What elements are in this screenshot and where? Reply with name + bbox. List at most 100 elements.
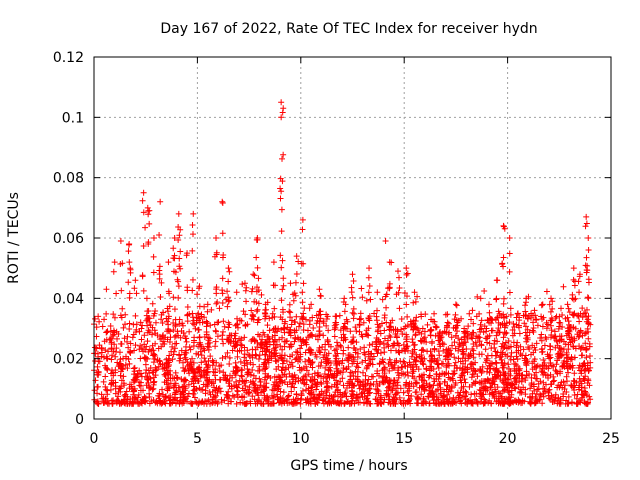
scatter-point-column xyxy=(412,332,419,339)
scatter-point-column xyxy=(513,370,520,377)
scatter-point-cloud xyxy=(345,398,352,405)
scatter-point-column xyxy=(243,298,250,305)
scatter-point-column xyxy=(182,335,189,342)
scatter-point-column xyxy=(177,248,184,255)
scatter-point-column xyxy=(204,368,211,375)
scatter-point-column xyxy=(316,328,323,335)
scatter-point-cloud xyxy=(398,316,405,323)
scatter-point-column xyxy=(452,324,459,331)
scatter-point-cloud xyxy=(219,290,226,297)
scatter-point-column xyxy=(132,312,139,319)
scatter-point-column xyxy=(175,294,182,301)
scatter-point-cloud xyxy=(196,339,203,346)
scatter-point-cloud xyxy=(220,340,227,347)
scatter-point-cloud xyxy=(509,332,516,339)
scatter-point xyxy=(111,259,118,266)
scatter-point-column xyxy=(300,314,307,321)
scatter-point-column xyxy=(241,344,248,351)
scatter-point-cloud xyxy=(450,371,457,378)
scatter-point-column xyxy=(300,321,307,328)
scatter-point-column xyxy=(250,313,257,320)
scatter-point-column xyxy=(294,334,301,341)
scatter-point-cloud xyxy=(566,309,573,316)
scatter-point-cloud xyxy=(252,400,259,407)
scatter-point-cloud xyxy=(219,354,226,361)
scatter-point-column xyxy=(194,367,201,374)
scatter-point-column xyxy=(119,305,126,312)
scatter-point-cloud xyxy=(207,391,214,398)
scatter-point-column xyxy=(177,265,184,272)
scatter-point-cloud xyxy=(577,345,584,352)
scatter-point xyxy=(262,301,269,308)
y-tick-label: 0.08 xyxy=(53,171,84,187)
scatter-point-cloud xyxy=(297,351,304,358)
scatter-point-cloud xyxy=(92,315,99,322)
y-tick-label: 0.06 xyxy=(53,231,84,247)
scatter-point-cloud xyxy=(319,397,326,404)
scatter-point-cloud xyxy=(107,322,114,329)
scatter-point-column xyxy=(477,321,484,328)
scatter-point-cloud xyxy=(322,346,329,353)
scatter-point-cloud xyxy=(305,385,312,392)
scatter-point-column xyxy=(404,270,411,277)
scatter-point xyxy=(278,99,285,106)
scatter-point-column xyxy=(468,334,475,341)
scatter-point-column xyxy=(396,285,403,292)
scatter-point-column xyxy=(104,355,111,362)
scatter-point-column xyxy=(307,349,314,356)
scatter-point-column xyxy=(349,294,356,301)
scatter-point-cloud xyxy=(250,361,257,368)
scatter-point xyxy=(95,313,102,320)
scatter-point-cloud xyxy=(449,375,456,382)
scatter-point-cloud xyxy=(438,334,445,341)
scatter-point-column xyxy=(452,359,459,366)
scatter-point-cloud xyxy=(373,378,380,385)
scatter-point-cloud xyxy=(352,324,359,331)
scatter-point-cloud xyxy=(431,346,438,353)
scatter-point-column xyxy=(316,323,323,330)
scatter-point-cloud xyxy=(483,328,490,335)
scatter-point-column xyxy=(242,321,249,328)
scatter-point-column xyxy=(127,350,134,357)
scatter-point-cloud xyxy=(517,343,524,350)
scatter-point-column xyxy=(286,370,293,377)
scatter-point-cloud xyxy=(275,363,282,370)
scatter-point-column xyxy=(126,290,133,297)
scatter-point-cloud xyxy=(353,363,360,370)
scatter-point-cloud xyxy=(233,400,240,407)
scatter-point-cloud xyxy=(500,334,507,341)
scatter-point-cloud xyxy=(481,399,488,406)
scatter-point-cloud xyxy=(492,388,499,395)
scatter-point-column xyxy=(271,345,278,352)
scatter-point-column xyxy=(460,383,467,390)
scatter-point-cloud xyxy=(249,367,256,374)
scatter-point-column xyxy=(189,310,196,317)
scatter-point-cloud xyxy=(468,391,475,398)
scatter-point-cloud xyxy=(456,398,463,405)
scatter-point-column xyxy=(288,359,295,366)
scatter-point-column xyxy=(427,384,434,391)
scatter-point-column xyxy=(499,261,506,268)
scatter-point-column xyxy=(110,327,117,334)
scatter-point-cloud xyxy=(500,295,507,302)
scatter-point-cloud xyxy=(487,316,494,323)
scatter-point-cloud xyxy=(201,355,208,362)
scatter-point-column xyxy=(176,232,183,239)
scatter-point xyxy=(287,280,294,287)
scatter-point-cloud xyxy=(150,385,157,392)
scatter-point-cloud xyxy=(380,359,387,366)
scatter-point-cloud xyxy=(386,332,393,339)
scatter-point xyxy=(175,210,182,217)
scatter-point-column xyxy=(182,377,189,384)
scatter-point-cloud xyxy=(400,358,407,365)
scatter-point-cloud xyxy=(171,306,178,313)
scatter-point-column xyxy=(164,328,171,335)
scatter-point-column xyxy=(286,301,293,308)
scatter-point-cloud xyxy=(289,380,296,387)
scatter-point-cloud xyxy=(373,317,380,324)
scatter-point-cloud xyxy=(126,326,133,333)
scatter-point-column xyxy=(540,379,547,386)
scatter-point-cloud xyxy=(305,356,312,363)
scatter-point-cloud xyxy=(478,377,485,384)
scatter-point-cloud xyxy=(137,387,144,394)
